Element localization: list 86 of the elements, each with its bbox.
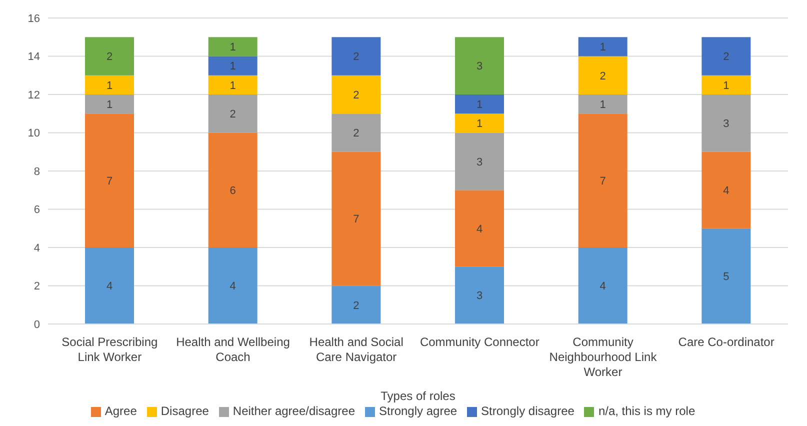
data-label: 1 [230,60,236,73]
x-tick-label: Health and Social Care Navigator [309,335,404,364]
legend-label: Strongly agree [379,404,458,418]
data-label: 4 [106,280,113,293]
y-tick-label: 14 [28,51,40,64]
legend-label: Neither agree/disagree [232,404,355,418]
bar [208,37,258,56]
legend-label: n/a, this is my role [598,404,696,418]
bar [455,132,504,190]
bar [578,114,628,248]
bar [702,75,751,94]
bar [455,114,504,133]
data-label: 7 [106,175,113,188]
bar [332,286,381,324]
data-label: 6 [230,185,236,198]
data-label: 1 [600,98,606,111]
data-label: 2 [723,51,730,64]
bar [578,248,628,324]
data-label: 2 [353,300,360,312]
data-label: 2 [600,70,606,82]
data-label: 4 [723,185,730,198]
bar [85,75,134,94]
data-label: 1 [476,118,483,130]
data-label: 1 [476,98,483,111]
bar [578,56,628,94]
y-tick-label: 0 [34,318,40,331]
data-label: 1 [106,98,113,111]
data-label: 2 [353,128,360,140]
data-label: 4 [230,280,236,293]
y-tick-label: 12 [28,89,40,102]
legend-label: Agree [104,404,137,418]
y-tick-label: 10 [28,128,40,140]
data-label: 7 [600,175,606,188]
legend-label: Disagree [160,404,209,418]
bar [455,94,504,114]
bar [208,75,258,94]
bar [332,152,381,286]
bar [702,228,751,324]
legend-label: Strongly disagree [481,404,574,418]
data-label: 4 [600,280,606,293]
bar [85,114,134,248]
x-tick-label: Community Connector [420,335,540,349]
data-label: 2 [353,51,360,64]
data-label: 5 [723,271,730,284]
x-axis-title: Types of roles [380,389,456,403]
y-tick-label: 4 [34,242,40,254]
bar [332,37,381,76]
data-label: 3 [476,290,483,302]
data-label: 7 [353,214,360,226]
data-label: 2 [353,89,360,102]
bar [702,94,751,152]
y-tick-label: 2 [34,280,40,293]
y-tick-label: 8 [34,166,40,178]
data-label: 1 [230,80,236,92]
bar [85,94,134,114]
bar [208,248,258,324]
bar [332,114,381,152]
bar [455,190,504,267]
data-label: 1 [230,42,236,54]
bar [702,37,751,76]
data-label: 1 [106,80,113,92]
data-label: 4 [476,223,483,236]
y-tick-label: 16 [28,12,40,25]
data-label: 2 [106,51,113,64]
bar [208,94,258,133]
bar [208,56,258,76]
bar [208,132,258,248]
bar [455,37,504,94]
x-tick-label: Health and Wellbeing Coach [176,335,290,364]
bar [85,37,134,76]
bar [85,248,134,324]
bar [702,152,751,228]
bar [332,75,381,114]
data-label: 1 [600,42,606,54]
data-label: 1 [723,80,730,92]
bar [578,37,628,56]
bar [455,266,504,324]
x-tick-label: Care Co-ordinator [678,335,774,349]
data-label: 3 [476,60,483,73]
data-label: 3 [723,118,730,130]
bar [578,94,628,114]
x-tick-label: Community Neighbourhood Link Worker [549,335,658,379]
data-label: 3 [476,156,483,168]
y-tick-label: 6 [34,204,40,216]
data-label: 2 [230,108,236,121]
x-tick-label: Social Prescribing Link Worker [62,335,158,364]
